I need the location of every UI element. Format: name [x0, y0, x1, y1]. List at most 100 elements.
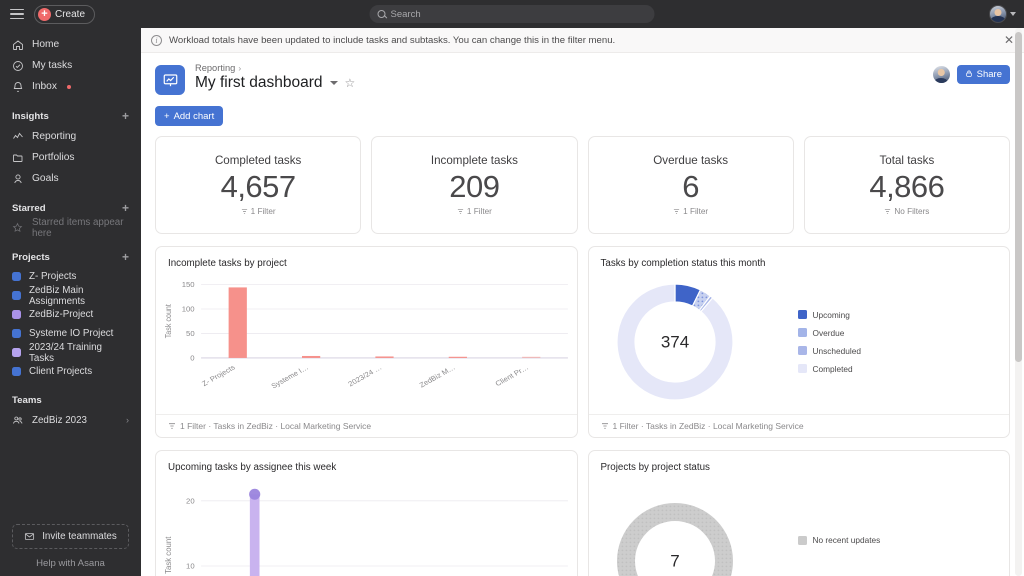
legend-item-unscheduled[interactable]: Unscheduled — [797, 345, 861, 356]
kpi-filter: 1 Filter — [673, 207, 708, 216]
kpi-title: Total tasks — [879, 153, 935, 167]
legend-label: Unscheduled — [812, 345, 861, 356]
kpi-card-total-tasks[interactable]: Total tasks 4,866 No Filters — [803, 136, 1010, 234]
header-left-group: Reporting › My first dashboard ☆ — [155, 63, 1010, 95]
close-icon[interactable]: ✕ — [1003, 33, 1014, 47]
sidebar-item-project-z-projects[interactable]: Z- Projects — [0, 267, 141, 286]
chart-footer-label: 1 Filter · Tasks in ZedBiz · Local Marke… — [180, 421, 372, 431]
chart-card-incomplete-tasks-by-project[interactable]: Incomplete tasks by project 0 50 100 150 Tas… — [155, 246, 578, 438]
sidebar-item-project-zedbiz-project[interactable]: ZedBiz-Project — [0, 305, 141, 324]
chart-card-tasks-by-completion-status[interactable]: Tasks by completion status this month 37… — [587, 246, 1010, 438]
sidebar-item-project-client-projects[interactable]: Client Projects — [0, 362, 141, 381]
chart-footer: 1 Filter · Tasks in ZedBiz · Local Marke… — [156, 414, 577, 437]
chart-card-upcoming-tasks-by-assignee[interactable]: Upcoming tasks by assignee this week 10 2… — [155, 450, 578, 576]
sidebar-item-my-tasks[interactable]: My tasks — [0, 55, 141, 76]
project-color-swatch — [12, 348, 21, 357]
chart-row-1: Incomplete tasks by project 0 50 100 150 Tas… — [155, 246, 1010, 438]
header-right-group: Share — [932, 65, 1010, 84]
chevron-right-icon[interactable]: › — [126, 415, 129, 425]
search-input[interactable]: Search — [369, 5, 655, 23]
vertical-scrollbar[interactable] — [1015, 28, 1022, 576]
legend-item-completed[interactable]: Completed — [797, 364, 861, 374]
avatar[interactable] — [932, 66, 950, 83]
header-titles: Reporting › My first dashboard ☆ — [195, 63, 355, 92]
legend-swatch — [797, 535, 807, 545]
project-label: Systeme IO Project — [29, 328, 114, 339]
sidebar-item-project-systeme-io-project[interactable]: Systeme IO Project — [0, 324, 141, 343]
section-title: Starred — [12, 202, 46, 214]
help-with-asana-link[interactable]: Help with Asana — [36, 558, 105, 569]
status-legend: No recent updates — [797, 535, 881, 545]
add-insight-button[interactable]: + — [121, 109, 129, 123]
kpi-card-incomplete-tasks[interactable]: Incomplete tasks 209 1 Filter — [371, 136, 578, 234]
chevron-down-icon[interactable] — [329, 81, 338, 85]
page-title[interactable]: My first dashboard — [195, 74, 323, 91]
scrollbar-thumb[interactable] — [1015, 32, 1022, 362]
sidebar-item-reporting[interactable]: Reporting — [0, 126, 141, 147]
sidebar-item-portfolios[interactable]: Portfolios — [0, 147, 141, 168]
kpi-card-overdue-tasks[interactable]: Overdue tasks 6 1 Filter — [587, 136, 794, 234]
invite-label: Invite teammates — [42, 531, 117, 542]
sidebar-item-label: Reporting — [32, 131, 77, 142]
team-label: ZedBiz 2023 — [32, 414, 88, 426]
home-icon — [12, 39, 24, 51]
kpi-card-completed-tasks[interactable]: Completed tasks 4,657 1 Filter — [155, 136, 362, 234]
kpi-card-row: Completed tasks 4,657 1 Filter Incomplet… — [155, 136, 1010, 234]
legend-item-no-recent-updates[interactable]: No recent updates — [797, 535, 881, 545]
kpi-filter-label: 1 Filter — [683, 207, 709, 217]
section-title: Teams — [12, 394, 42, 406]
chart-line-icon — [12, 131, 24, 143]
people-icon — [12, 414, 24, 426]
add-starred-button[interactable]: + — [121, 201, 129, 215]
dashboard-scroll-area[interactable]: Completed tasks 4,657 1 Filter Incomplet… — [141, 126, 1024, 576]
svg-text:20: 20 — [186, 496, 195, 505]
project-color-swatch — [12, 291, 21, 300]
legend-item-overdue[interactable]: Overdue — [797, 328, 861, 338]
sidebar-item-goals[interactable]: Goals — [0, 168, 141, 189]
chart-card-projects-by-project-status[interactable]: Projects by project status 7 No recent u… — [587, 450, 1010, 576]
sidebar-item-home[interactable]: Home — [0, 34, 141, 55]
chart-row-2: Upcoming tasks by assignee this week 10 2… — [155, 450, 1010, 576]
sidebar-item-label: Goals — [32, 173, 59, 184]
donut-legend: Upcoming Overdue Unscheduled — [797, 309, 861, 374]
legend-label: Upcoming — [812, 309, 850, 320]
kpi-value: 6 — [682, 168, 699, 204]
add-chart-label: Add chart — [173, 110, 215, 122]
chart-footer: 1 Filter · Tasks in ZedBiz · Local Marke… — [588, 414, 1009, 437]
svg-text:10: 10 — [186, 562, 195, 571]
sidebar-item-project-zedbiz-main-assignments[interactable]: ZedBiz Main Assignments — [0, 285, 141, 307]
invite-teammates-button[interactable]: Invite teammates — [12, 524, 129, 549]
topbar-right-group — [989, 5, 1016, 23]
svg-text:ZedBiz M…: ZedBiz M… — [418, 363, 457, 389]
project-label: ZedBiz-Project — [29, 309, 94, 320]
breadcrumb[interactable]: Reporting › — [195, 63, 355, 73]
kpi-filter-label: No Filters — [894, 207, 930, 217]
sidebar-item-project-2023-24-training-tasks[interactable]: 2023/24 Training Tasks — [0, 342, 141, 364]
create-button[interactable]: + Create — [34, 4, 96, 24]
legend-item-upcoming[interactable]: Upcoming — [797, 309, 861, 320]
plus-icon: + — [38, 7, 51, 21]
star-icon[interactable]: ☆ — [344, 76, 356, 90]
donut-chart-svg: 374 — [615, 282, 734, 401]
add-chart-button[interactable]: + Add chart — [155, 106, 224, 126]
avatar[interactable] — [989, 5, 1007, 23]
svg-text:Systeme I…: Systeme I… — [269, 363, 310, 390]
legend-swatch — [797, 364, 807, 373]
share-button[interactable]: Share — [956, 65, 1010, 84]
chevron-down-icon[interactable] — [1010, 12, 1016, 16]
starred-empty-state: Starred items appear here — [0, 217, 141, 239]
hamburger-icon[interactable] — [10, 8, 24, 20]
banner-message: Workload totals have been updated to inc… — [169, 34, 616, 46]
add-project-button[interactable]: + — [121, 250, 129, 264]
create-button-label: Create — [55, 8, 86, 20]
legend-label: No recent updates — [812, 535, 881, 545]
sidebar-item-team-zedbiz-2023[interactable]: ZedBiz 2023 › — [0, 410, 141, 430]
kpi-title: Overdue tasks — [653, 153, 728, 167]
sidebar-item-inbox[interactable]: Inbox — [0, 76, 141, 97]
project-color-swatch — [12, 310, 21, 319]
kpi-filter-label: 1 Filter — [250, 207, 276, 217]
envelope-icon — [24, 531, 36, 543]
search-placeholder: Search — [390, 8, 421, 20]
inbox-unread-badge — [66, 84, 71, 89]
chart-title: Upcoming tasks by assignee this week — [168, 462, 337, 473]
